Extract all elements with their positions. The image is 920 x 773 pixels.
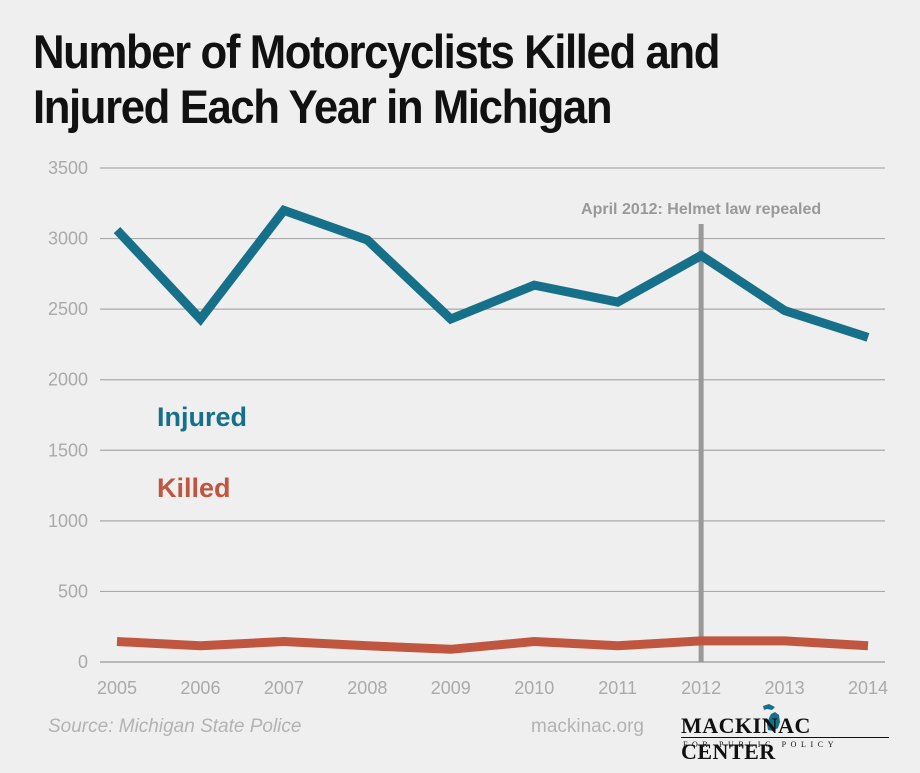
y-tick-label: 3000 <box>48 229 88 249</box>
title-line-1: Number of Motorcyclists Killed and <box>33 25 720 78</box>
series-line-killed <box>116 636 869 654</box>
annotation-label: April 2012: Helmet law repealed <box>581 201 821 218</box>
mackinac-center-logo: MACKINAC CENTER FOR PUBLIC POLICY <box>681 704 893 764</box>
michigan-mitten-icon <box>763 704 780 731</box>
x-tick-label: 2013 <box>765 678 805 698</box>
x-tick-label: 2014 <box>848 678 888 698</box>
source-note: Source: Michigan State Police <box>48 716 302 737</box>
x-tick-label: 2005 <box>97 678 137 698</box>
legend-label-injured: Injured <box>157 402 247 432</box>
x-tick-label: 2012 <box>681 678 721 698</box>
x-tick-label: 2008 <box>347 678 387 698</box>
y-axis-ticks: 0 500 1000 1500 2000 2500 3000 3500 <box>48 158 88 672</box>
y-tick-label: 3500 <box>48 158 88 178</box>
legend: Injured Killed <box>157 402 247 503</box>
x-axis-ticks: 2005 2006 2007 2008 2009 2010 2011 2012 2013 2014 <box>97 678 888 698</box>
logo-divider <box>681 737 889 738</box>
y-tick-label: 2000 <box>48 370 88 390</box>
series-line-injured <box>113 205 870 342</box>
y-tick-label: 1500 <box>48 440 88 460</box>
y-tick-label: 0 <box>78 652 88 672</box>
x-tick-label: 2007 <box>264 678 304 698</box>
x-tick-label: 2010 <box>514 678 554 698</box>
logo-subtitle: FOR PUBLIC POLICY <box>683 740 839 749</box>
series-lines <box>113 205 870 654</box>
chart-title: Number of Motorcyclists Killed and Injur… <box>33 24 833 134</box>
x-tick-label: 2011 <box>598 678 637 698</box>
annotation: April 2012: Helmet law repealed <box>581 201 821 662</box>
logo-name: MACKINAC CENTER <box>681 713 811 764</box>
y-tick-label: 2500 <box>48 299 88 319</box>
y-tick-label: 1000 <box>48 511 88 531</box>
x-tick-label: 2009 <box>431 678 471 698</box>
x-tick-label: 2006 <box>180 678 220 698</box>
site-link[interactable]: mackinac.org <box>531 716 644 737</box>
legend-label-killed: Killed <box>157 473 231 503</box>
grid-lines <box>100 167 885 663</box>
y-tick-label: 500 <box>58 581 88 601</box>
title-line-2: Injured Each Year in Michigan <box>33 80 613 133</box>
